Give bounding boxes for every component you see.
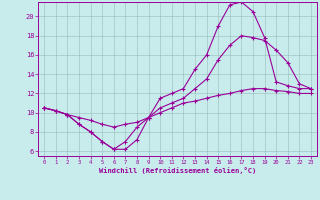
X-axis label: Windchill (Refroidissement éolien,°C): Windchill (Refroidissement éolien,°C) bbox=[99, 167, 256, 174]
